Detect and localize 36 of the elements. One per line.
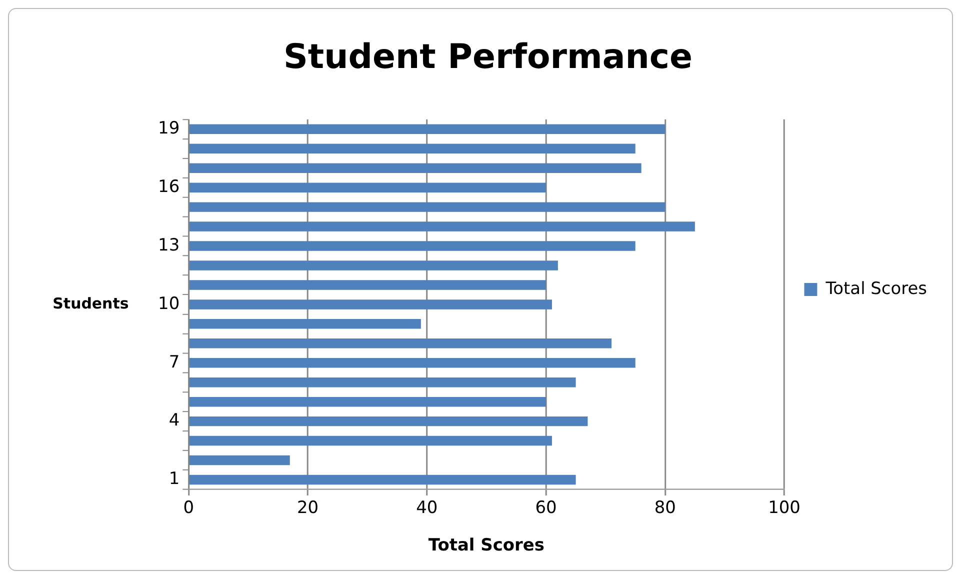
y-tick-label: 4 <box>168 410 180 430</box>
y-tick-label: 7 <box>168 351 180 372</box>
y-tick-label: 1 <box>168 468 180 488</box>
x-tick-label: 60 <box>535 497 557 518</box>
y-tick-label: 13 <box>158 234 180 254</box>
bar <box>189 358 636 368</box>
bar <box>189 396 546 407</box>
x-tick-label: 100 <box>768 497 800 518</box>
legend-label: Total Scores <box>824 278 927 298</box>
bar <box>189 124 666 134</box>
bar <box>189 241 636 251</box>
bar <box>189 163 642 173</box>
bar <box>189 436 552 446</box>
bar <box>189 416 588 426</box>
bar <box>189 280 546 290</box>
bar <box>189 474 576 485</box>
bar <box>189 144 636 154</box>
bar <box>189 300 552 310</box>
bar <box>189 202 666 212</box>
bar <box>189 182 546 192</box>
bar <box>189 455 290 466</box>
bar <box>189 319 421 329</box>
x-axis-title: Total Scores <box>428 534 544 554</box>
y-tick-label: 19 <box>158 118 180 138</box>
bar <box>189 260 558 270</box>
y-tick-label: 10 <box>158 292 180 313</box>
x-tick-label: 40 <box>416 497 438 518</box>
bar <box>189 377 576 388</box>
y-axis-title: Students <box>52 294 129 312</box>
x-tick-label: 0 <box>183 497 194 518</box>
bar <box>189 338 612 348</box>
x-tick-label: 80 <box>654 497 676 518</box>
bar <box>189 222 695 232</box>
x-tick-label: 20 <box>296 497 319 518</box>
chart-title: Student Performance <box>283 37 693 76</box>
y-tick-label: 16 <box>158 176 180 196</box>
